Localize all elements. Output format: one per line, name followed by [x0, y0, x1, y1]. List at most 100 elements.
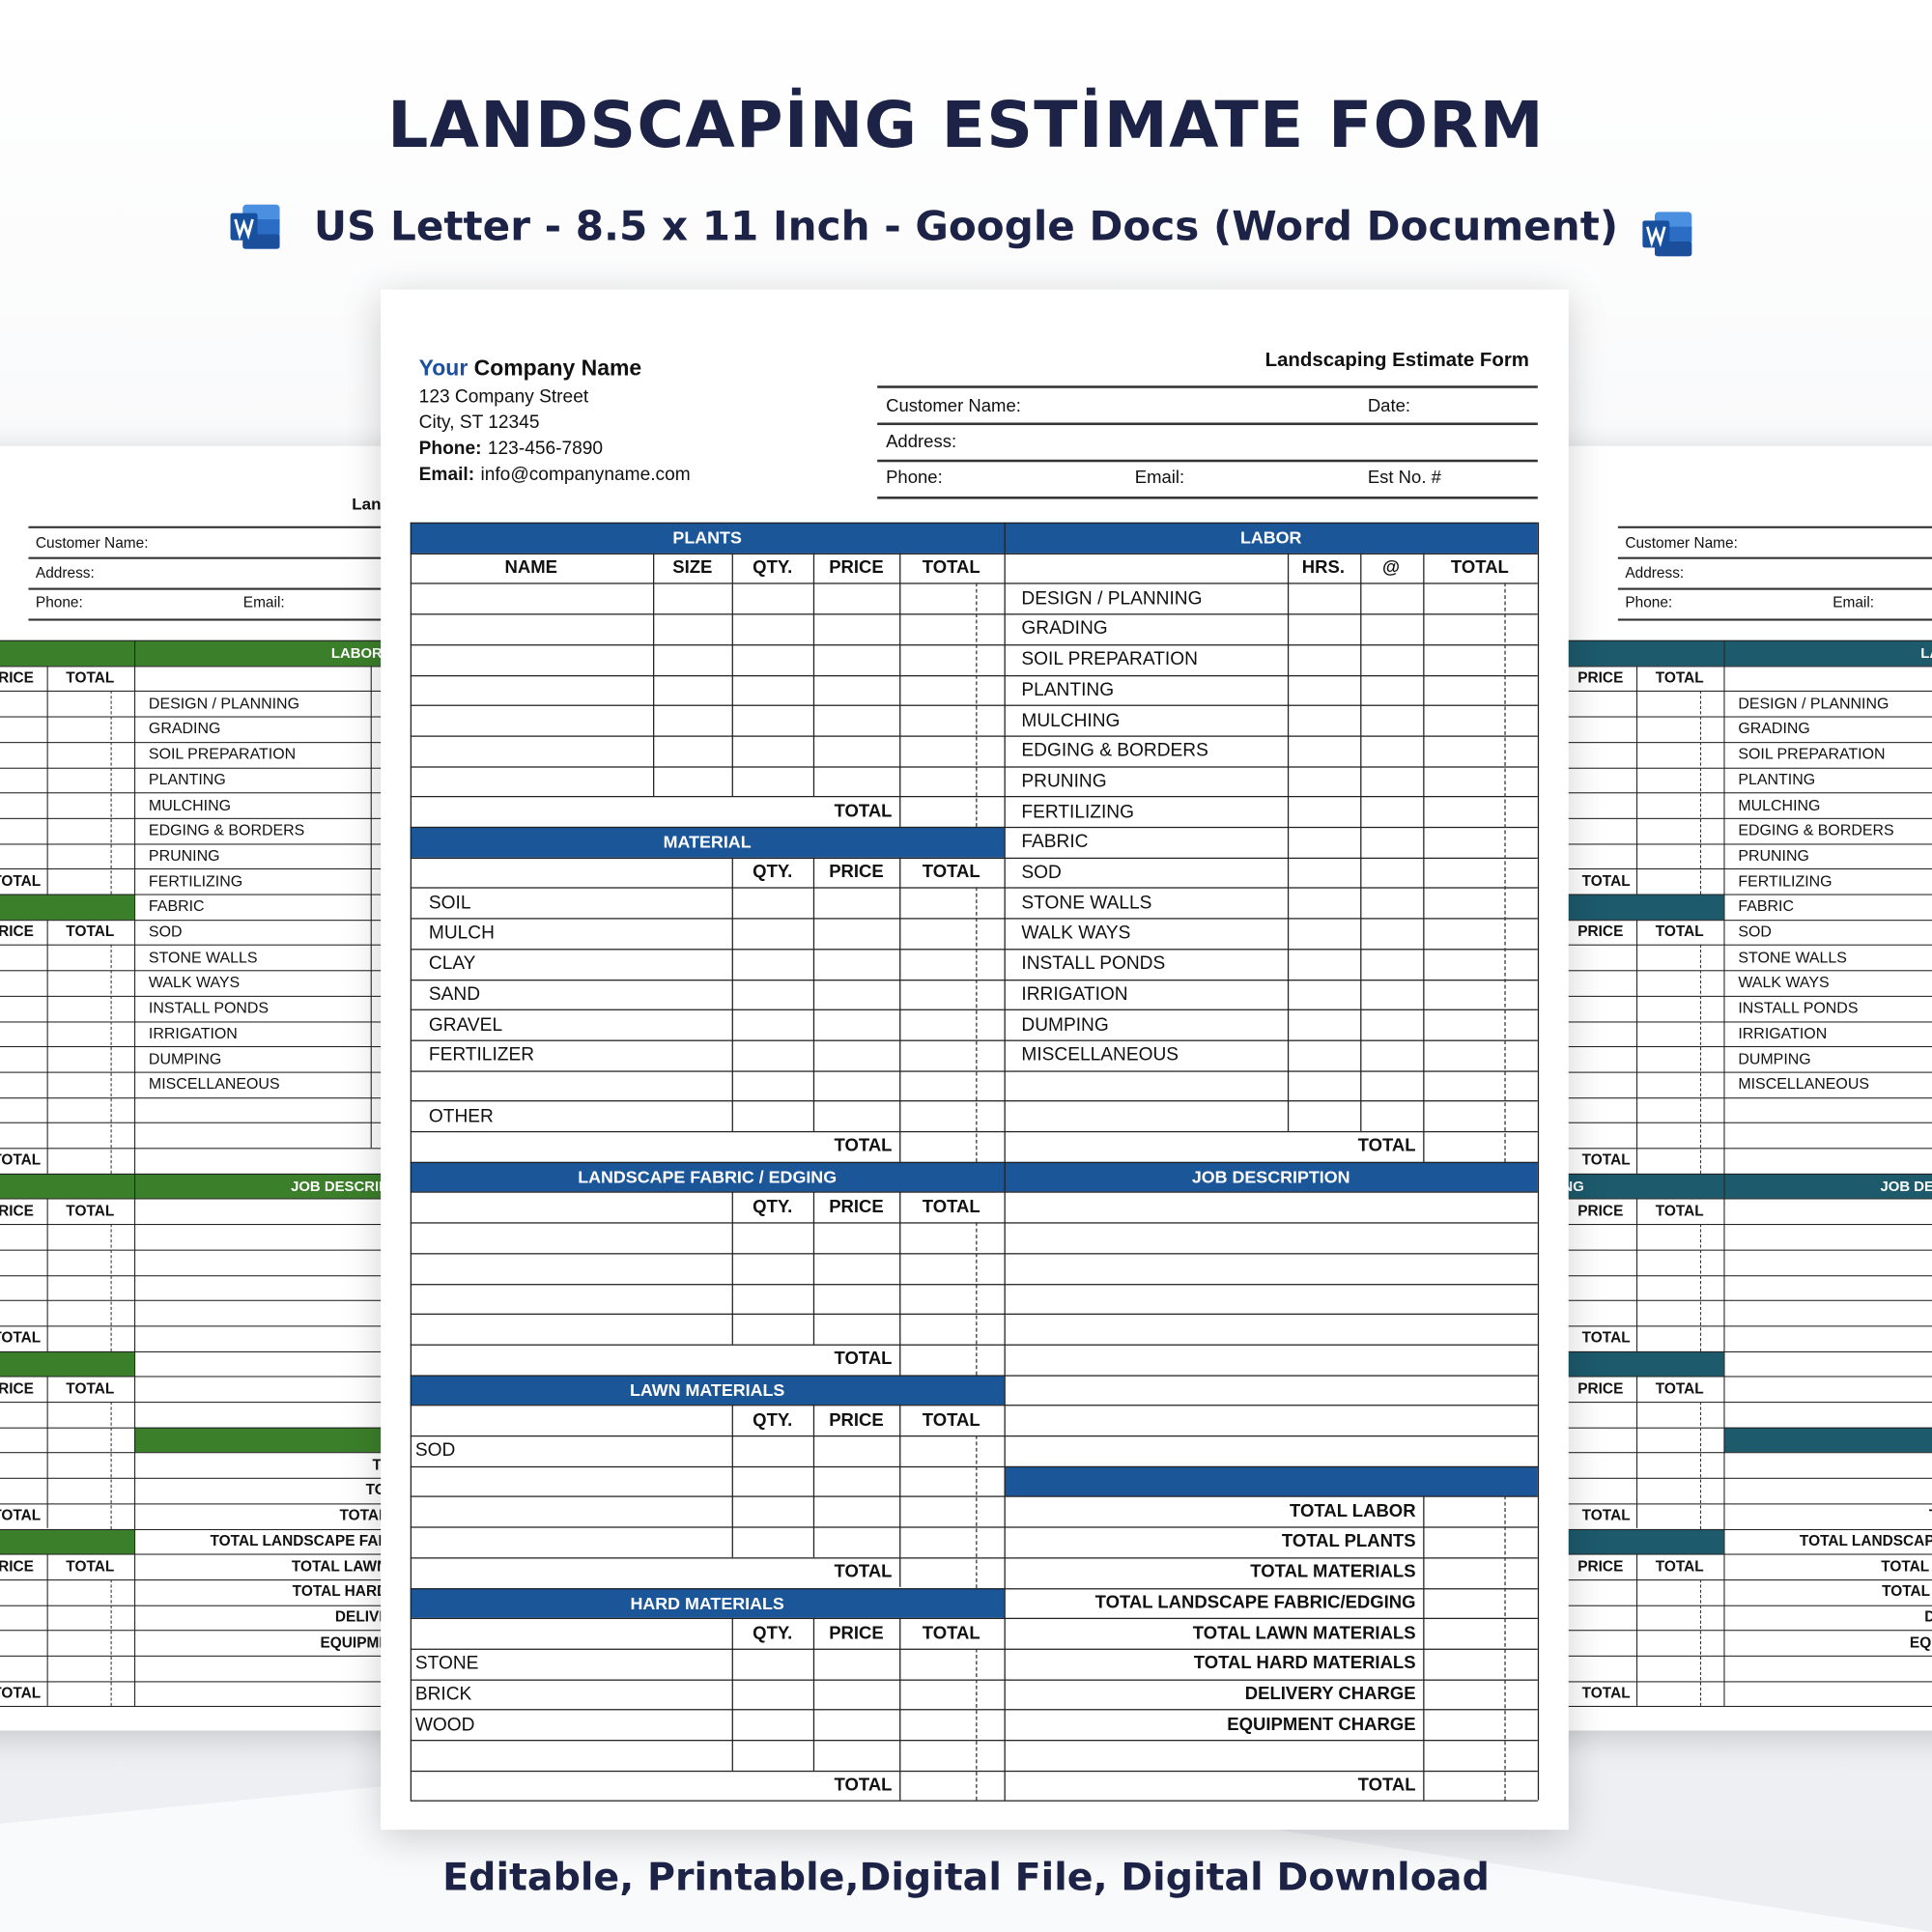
item-label: WOOD [414, 1714, 475, 1736]
rule [134, 639, 136, 1707]
total-label: TOTAL [1357, 1136, 1416, 1156]
rule [1228, 1452, 1932, 1454]
dashed-rule [976, 1222, 978, 1375]
rule [0, 1325, 580, 1327]
form-title: Landscaping Estimate Form [1264, 350, 1529, 371]
rule [1228, 1122, 1932, 1124]
label: Customer Name: [886, 396, 1021, 417]
item-label: WALK WAYS [148, 974, 241, 992]
rule [1636, 1553, 1638, 1682]
item-label: SOIL PREPARATION [1021, 648, 1198, 670]
rule [0, 1706, 580, 1708]
rule [410, 1130, 1538, 1133]
total-label: DELIVERY CHARGE [1244, 1684, 1416, 1704]
section-header [1723, 639, 1932, 667]
rule [899, 1405, 901, 1557]
column-header: TOTAL [922, 862, 980, 883]
rule [0, 1299, 580, 1301]
rule [1228, 639, 1932, 641]
rule [410, 1100, 1538, 1102]
column-header: TOTAL [922, 557, 980, 579]
item-label: SAND [428, 983, 481, 1005]
rule [899, 1191, 901, 1345]
item-label: MULCHING [1021, 709, 1121, 731]
column-header: TOTAL [1655, 1203, 1704, 1220]
rule [1228, 1553, 1932, 1555]
rule [1617, 587, 1932, 590]
section-title: LAWN MATERIALS [629, 1379, 785, 1400]
rule [653, 553, 655, 797]
label: Address: [35, 565, 95, 582]
column-header: TOTAL [922, 1410, 980, 1431]
rule [812, 857, 815, 1131]
total-label: TOTAL LAWN MATERIALS [1192, 1623, 1416, 1643]
rule [410, 582, 1538, 585]
rule [899, 1130, 901, 1162]
rule [410, 1617, 1538, 1620]
item-label: DESIGN / PLANNING [1738, 695, 1889, 713]
rule [1228, 1020, 1932, 1022]
rule [877, 422, 1538, 425]
dashed-rule [976, 1648, 978, 1802]
item-label: MULCHING [1738, 796, 1821, 814]
item-label: MISCELLANEOUS [1021, 1044, 1179, 1065]
rule [410, 735, 1538, 737]
column-header: PRICE [0, 1203, 34, 1220]
text: Phone: [418, 438, 482, 460]
item-label: IRRIGATION [1738, 1025, 1828, 1043]
rule [28, 526, 580, 528]
column-header: TOTAL [1655, 669, 1704, 687]
total-label: TOTAL LANDSCAPE FABRIC/EDGING [1094, 1593, 1416, 1613]
dashed-rule [1699, 1224, 1702, 1351]
total-label: TOTAL [0, 1507, 42, 1524]
rule [1228, 1630, 1932, 1632]
rule [410, 1465, 1538, 1467]
item-label: MULCH [428, 923, 495, 944]
dashed-rule [1699, 1578, 1702, 1707]
rule [410, 1191, 1538, 1194]
rule [0, 970, 580, 972]
column-header: PRICE [0, 669, 34, 687]
label: Date: [1367, 396, 1411, 417]
text: Email: [418, 464, 475, 485]
item-label: PRUNING [148, 847, 220, 866]
rule [28, 556, 580, 559]
column-header: PRICE [829, 1623, 884, 1643]
total-label: TOTAL [1581, 1685, 1631, 1702]
rule [1228, 1198, 1932, 1200]
column-header: PRICE [1577, 669, 1624, 687]
rule [410, 765, 1538, 768]
rule [1228, 1350, 1932, 1352]
dashed-rule [110, 1402, 112, 1529]
rule [1636, 919, 1638, 1149]
item-label: INSTALL PONDS [1021, 952, 1166, 975]
rule [0, 691, 580, 693]
rule [410, 948, 1538, 951]
dashed-rule [976, 887, 978, 1162]
rule [1723, 639, 1725, 1707]
total-label: TOTAL [1581, 1507, 1631, 1524]
rule [1228, 1274, 1932, 1276]
rule [1228, 691, 1932, 693]
section-header [1004, 522, 1538, 554]
column-header: NAME [504, 557, 557, 579]
rule [1228, 716, 1932, 718]
item-label: OTHER [428, 1105, 494, 1126]
section-title: LABOR [1239, 527, 1302, 548]
rule [1636, 1198, 1638, 1326]
item-label: DESIGN / PLANNING [148, 695, 299, 713]
rule [1228, 1655, 1932, 1657]
column-header: PRICE [1577, 923, 1624, 941]
label: Est No. # [1367, 468, 1441, 489]
rule [410, 826, 1538, 829]
section-header [410, 1587, 1005, 1618]
rule [877, 385, 1538, 388]
dashed-rule [1504, 582, 1506, 1162]
item-label: PLANTING [1021, 679, 1115, 700]
label: City, ST 12345 [418, 412, 540, 434]
rule [0, 1096, 580, 1098]
rule [370, 666, 372, 1149]
rule [0, 817, 580, 819]
rule [0, 1528, 580, 1530]
total-label: TOTAL [0, 1329, 42, 1347]
